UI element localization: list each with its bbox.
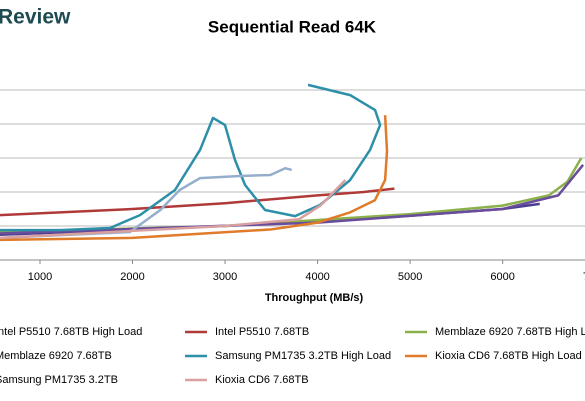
x-axis-label: Throughput (MB/s) xyxy=(265,292,364,304)
series-line xyxy=(0,115,389,242)
legend-label: Samsung PM1735 3.2TB High Load xyxy=(215,350,391,362)
series-line xyxy=(0,179,347,240)
logo: Review xyxy=(0,6,71,29)
legend-label: Samsung PM1735 3.2TB xyxy=(0,374,118,386)
x-tick-label: 3000 xyxy=(213,271,237,283)
legend-label: Kioxia CD6 7.68TB High Load xyxy=(435,350,582,362)
series-line xyxy=(0,164,585,235)
x-tick-label: 4000 xyxy=(305,271,329,283)
x-tick-label: 5000 xyxy=(398,271,422,283)
series-line xyxy=(0,83,382,232)
x-tick-label: 1000 xyxy=(28,271,52,283)
legend-label: Intel P5510 7.68TB High Load xyxy=(0,326,142,338)
legend-label: Kioxia CD6 7.68TB xyxy=(215,374,309,386)
legend-label: Intel P5510 7.68TB xyxy=(215,326,309,338)
legend-label: Memblaze 6920 7.68TB High Load xyxy=(435,326,585,338)
x-tick-label: 7000 xyxy=(583,271,585,283)
series-line xyxy=(0,187,395,217)
x-tick-label: 2000 xyxy=(120,271,144,283)
series-line xyxy=(0,166,293,240)
chart-title: Sequential Read 64K xyxy=(208,17,377,36)
x-tick-label: 6000 xyxy=(490,271,514,283)
legend-label: Memblaze 6920 7.68TB xyxy=(0,350,112,362)
